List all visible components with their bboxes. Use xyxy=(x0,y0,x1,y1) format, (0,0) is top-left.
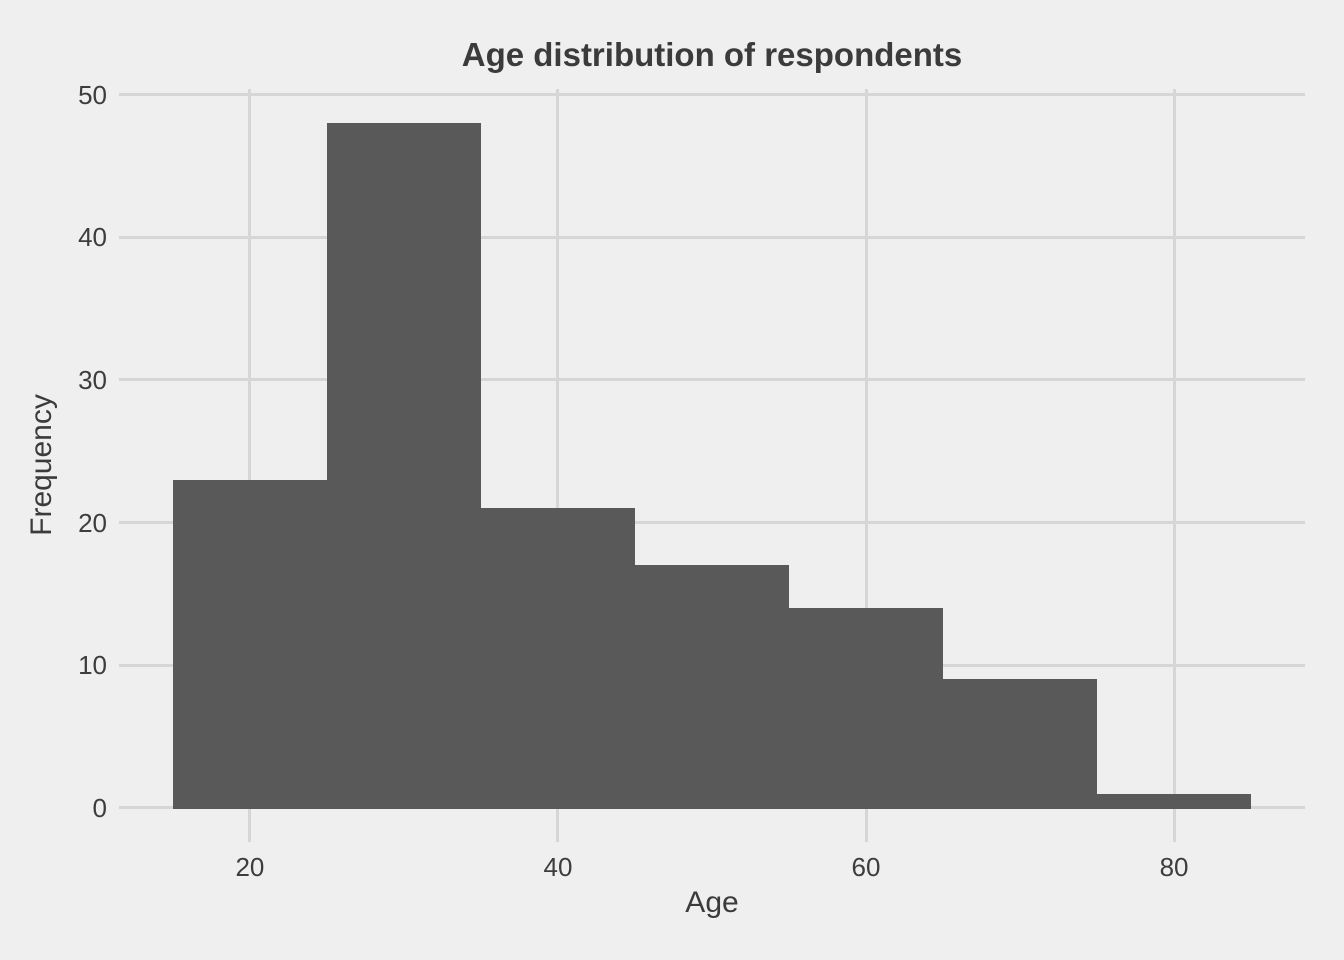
x-gridline xyxy=(248,89,252,842)
x-gridline xyxy=(864,89,868,842)
y-gridline xyxy=(119,235,1305,239)
chart-title: Age distribution of respondents xyxy=(461,36,963,73)
x-tick-label: 60 xyxy=(851,852,881,882)
y-axis-title: Frequency xyxy=(25,394,58,536)
plot-panel xyxy=(119,89,1305,842)
y-gridline xyxy=(119,93,1305,97)
y-tick-label: 30 xyxy=(78,364,107,395)
histogram-bar xyxy=(943,679,1098,810)
x-gridline xyxy=(556,89,560,842)
x-gridline xyxy=(1172,89,1176,842)
histogram-bar xyxy=(1097,793,1252,810)
histogram-bar xyxy=(172,479,327,810)
y-tick-label: 50 xyxy=(78,79,107,110)
histogram-bar xyxy=(634,565,789,810)
x-axis-title: Age xyxy=(685,886,739,919)
x-tick-label: 20 xyxy=(235,852,265,882)
x-tick-label: 40 xyxy=(543,852,573,882)
histogram-bar xyxy=(789,608,944,810)
x-tick-label: 80 xyxy=(1159,852,1189,882)
y-gridline xyxy=(119,521,1305,525)
histogram-bar xyxy=(326,123,481,810)
y-tick-label: 20 xyxy=(78,507,107,538)
y-tick-label: 10 xyxy=(78,650,107,681)
y-gridline xyxy=(119,378,1305,382)
histogram-bar xyxy=(480,508,635,810)
y-tick-label: 0 xyxy=(92,792,107,823)
y-tick-label: 40 xyxy=(78,222,107,253)
